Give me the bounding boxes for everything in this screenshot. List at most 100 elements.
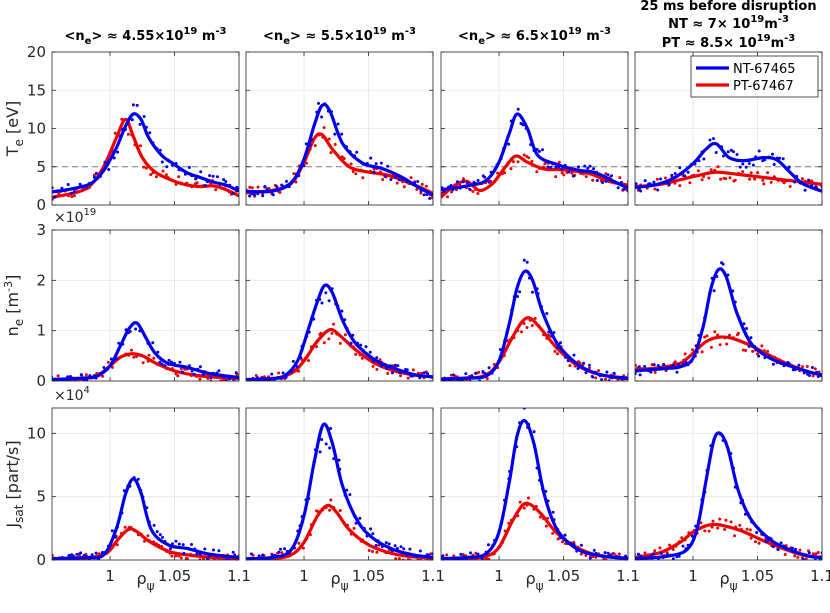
data-point-pt: [361, 176, 365, 180]
fit-line-nt: [246, 283, 433, 381]
data-point-nt: [283, 547, 287, 551]
x-axis-label: ρψ: [136, 569, 154, 593]
data-point-pt: [744, 349, 748, 352]
data-point-pt: [584, 175, 588, 179]
data-point-pt: [56, 374, 60, 378]
data-point-pt: [177, 175, 181, 179]
fit-line-nt: [246, 422, 433, 560]
data-point-nt: [638, 373, 642, 377]
data-point-pt: [477, 370, 481, 374]
y-axis-label: ne [m-3]: [2, 275, 26, 337]
data-point-pt: [406, 376, 410, 380]
y-tick-label: 15: [27, 81, 46, 99]
data-point-pt: [816, 551, 820, 554]
data-point-nt: [182, 551, 186, 555]
data-point-nt: [320, 301, 324, 305]
data-point-pt: [397, 557, 401, 560]
x-tick-label: 1: [299, 567, 309, 585]
data-point-nt: [208, 174, 212, 178]
panel-background: [635, 408, 822, 560]
data-point-nt: [160, 160, 164, 164]
data-point-nt: [551, 510, 555, 514]
data-point-pt: [154, 175, 158, 179]
data-point-pt: [301, 546, 305, 550]
data-point-nt: [605, 370, 609, 374]
data-point-pt: [527, 496, 530, 500]
data-point-pt: [597, 369, 600, 373]
data-point-nt: [606, 173, 610, 177]
data-point-pt: [164, 173, 168, 177]
data-point-nt: [476, 552, 480, 556]
data-point-pt: [198, 377, 202, 381]
data-point-nt: [531, 290, 534, 294]
data-point-pt: [297, 541, 301, 545]
data-point-pt: [522, 322, 526, 325]
data-point-nt: [469, 551, 472, 555]
data-point-nt: [90, 553, 94, 557]
data-point-pt: [141, 361, 145, 365]
x-axis-label: ρψ: [719, 569, 737, 593]
data-point-pt: [653, 370, 657, 374]
data-point-pt: [736, 331, 740, 335]
data-point-nt: [722, 154, 725, 158]
data-point-nt: [673, 172, 677, 175]
data-point-pt: [332, 322, 336, 326]
panel-jsat-3: 1 1.05 1.1 ρψ: [440, 407, 640, 593]
data-point-pt: [700, 350, 704, 354]
data-point-nt: [776, 548, 780, 552]
data-point-pt: [329, 151, 333, 155]
data-point-nt: [808, 374, 811, 377]
data-point-nt: [231, 550, 235, 554]
data-point-pt: [653, 187, 657, 191]
data-point-nt: [595, 179, 599, 182]
data-point-pt: [174, 554, 178, 558]
data-point-pt: [198, 558, 202, 560]
data-point-pt: [446, 195, 449, 199]
data-point-nt: [741, 162, 745, 166]
data-point-pt: [543, 162, 547, 166]
data-point-nt: [622, 188, 626, 191]
y-exponent-label: ×104: [54, 385, 90, 404]
data-point-nt: [487, 180, 491, 184]
data-point-pt: [395, 181, 399, 185]
data-point-pt: [762, 182, 766, 186]
data-point-nt: [190, 543, 193, 546]
data-point-pt: [476, 192, 480, 195]
y-tick-label: 5: [36, 158, 46, 176]
data-point-pt: [668, 543, 671, 547]
data-point-nt: [329, 427, 333, 430]
data-point-nt: [525, 260, 529, 264]
data-point-nt: [107, 168, 111, 171]
data-point-nt: [714, 151, 718, 154]
data-point-pt: [793, 554, 797, 558]
data-point-nt: [807, 178, 811, 182]
data-point-pt: [561, 540, 564, 544]
data-point-nt: [203, 547, 207, 551]
y-tick-label: 5: [36, 488, 46, 506]
data-point-pt: [70, 195, 74, 199]
y-axis-label: Jsat [part/s]: [3, 440, 26, 528]
data-point-nt: [747, 162, 751, 165]
data-point-nt: [418, 549, 422, 553]
data-point-pt: [386, 372, 390, 375]
data-point-nt: [79, 551, 83, 555]
data-point-pt: [101, 374, 105, 378]
data-point-nt: [340, 132, 344, 136]
data-point-pt: [424, 184, 428, 188]
panel-frame: [245, 407, 434, 561]
data-point-pt: [650, 363, 654, 367]
data-point-nt: [160, 362, 164, 366]
series-nt: [441, 408, 628, 560]
data-point-nt: [371, 532, 375, 536]
data-point-nt: [177, 542, 181, 546]
data-point-pt: [52, 553, 54, 557]
data-point-pt: [360, 356, 364, 360]
data-point-nt: [461, 180, 465, 184]
data-point-nt: [455, 180, 459, 184]
data-point-pt: [709, 168, 713, 172]
y-exponent-label: ×1019: [54, 207, 96, 226]
data-point-nt: [317, 101, 320, 105]
data-point-nt: [333, 132, 337, 136]
data-point-pt: [718, 343, 722, 347]
data-point-nt: [801, 557, 805, 560]
